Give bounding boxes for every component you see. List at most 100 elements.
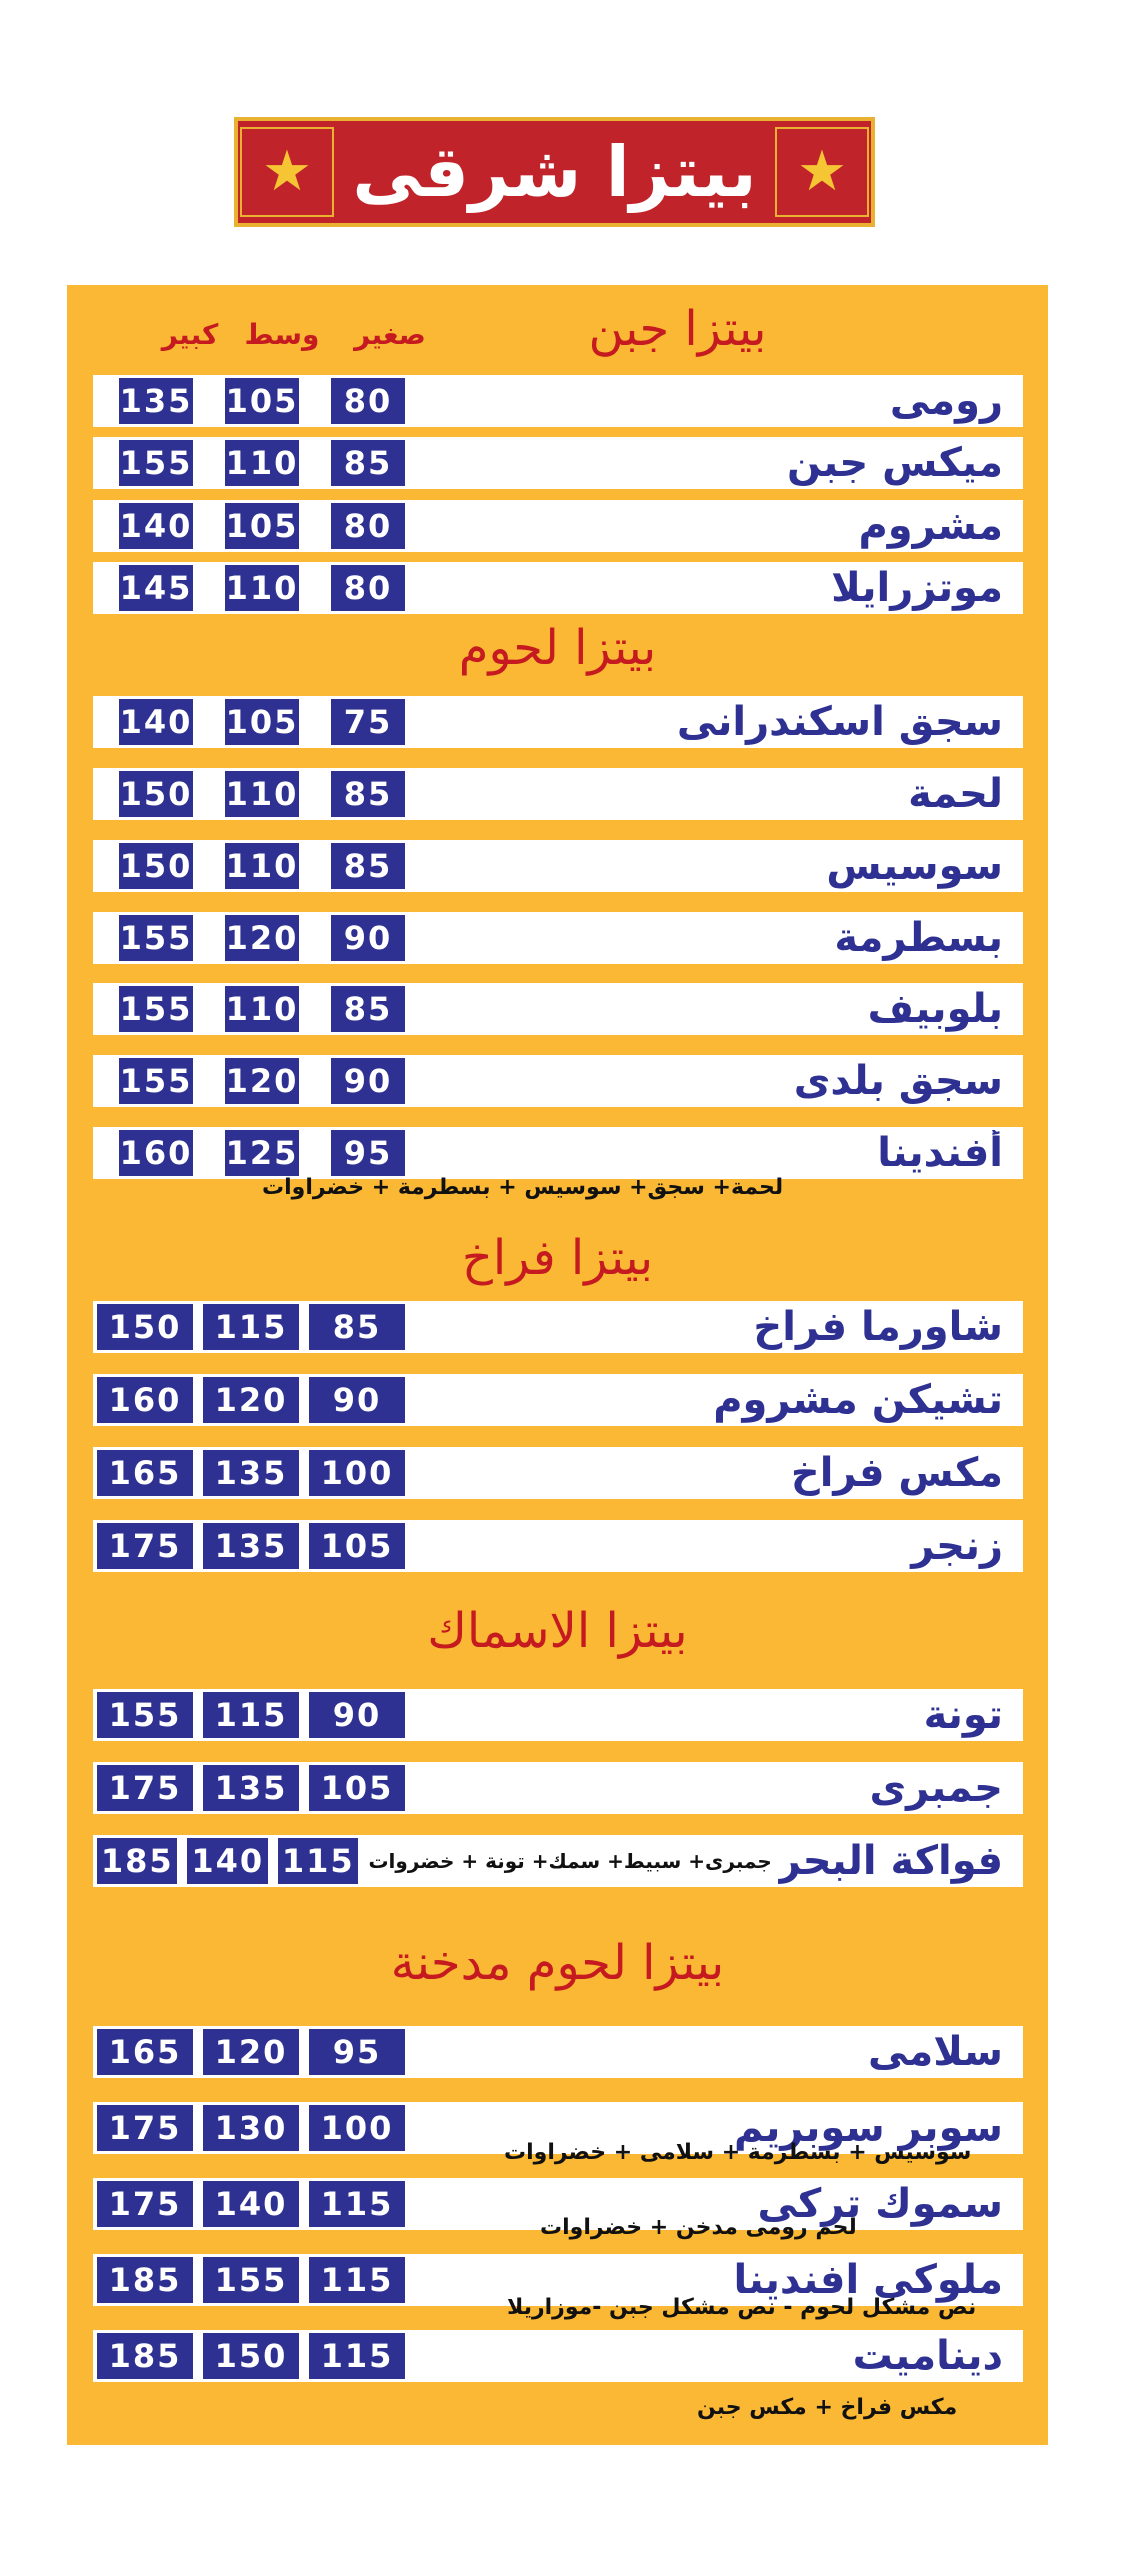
price-small: 95	[309, 2029, 405, 2075]
menu-item-row: 175 130 100 سوبر سوبريم	[93, 2102, 1023, 2154]
price-large: 150	[119, 843, 193, 889]
menu-item-name: لحمة	[908, 771, 1003, 817]
price-medium: 135	[203, 1523, 299, 1569]
menu-panel: كبير وسط صغير بيتزا جبن 135 105 80 رومى 155 1…	[67, 285, 1048, 2445]
price-large: 155	[119, 915, 193, 961]
star-icon: ★	[240, 127, 334, 217]
price-medium: 105	[225, 699, 299, 745]
item-note: لحم رومى مدخن + خضراوات	[540, 2215, 857, 2240]
menu-item-row: 185 140 115 جمبرى+ سبيط+ سمك+ تونة + خضروات…	[93, 1835, 1023, 1887]
menu-item-name: زنجر	[911, 1523, 1003, 1569]
price-medium: 120	[225, 915, 299, 961]
price-large: 160	[119, 1130, 193, 1176]
price-small: 75	[331, 699, 405, 745]
price-large: 175	[97, 2181, 193, 2227]
menu-item-row: 165 120 95 سلامى	[93, 2026, 1023, 2078]
menu-item-name: مكس فراخ	[790, 1450, 1003, 1496]
menu-item-row: 155 120 90 بسطرمة	[93, 912, 1023, 964]
menu-item-name: موتزرايلا	[831, 565, 1003, 611]
menu-item-row: 175 135 105 زنجر	[93, 1520, 1023, 1572]
price-large: 175	[97, 1765, 193, 1811]
price-medium: 140	[203, 2181, 299, 2227]
price-large: 160	[97, 1377, 193, 1423]
menu-item-name: ميكس جبن	[787, 440, 1003, 486]
size-label-small: صغير	[354, 318, 426, 351]
menu-item-row: 155 115 90 تونة	[93, 1689, 1023, 1741]
price-medium: 120	[203, 1377, 299, 1423]
price-large: 155	[119, 1058, 193, 1104]
price-large: 155	[119, 986, 193, 1032]
banner-title: بيتزا شرقى	[352, 131, 757, 213]
price-large: 135	[119, 378, 193, 424]
price-large: 185	[97, 2257, 193, 2303]
section-title-chicken: بيتزا فراخ	[461, 1230, 654, 1286]
price-small: 115	[309, 2333, 405, 2379]
item-note: سوسيس + بسطرمة + سلامى + خضراوات	[504, 2140, 972, 2165]
price-small: 90	[331, 1058, 405, 1104]
menu-item-name: بسطرمة	[834, 915, 1003, 961]
price-small: 90	[309, 1692, 405, 1738]
price-large: 165	[97, 2029, 193, 2075]
price-medium: 140	[187, 1838, 268, 1884]
menu-item-row: 165 135 100 مكس فراخ	[93, 1447, 1023, 1499]
price-small: 80	[331, 503, 405, 549]
price-medium: 110	[225, 771, 299, 817]
menu-item-row: 185 150 115 ديناميت	[93, 2330, 1023, 2382]
menu-item-row: 160 125 95 أفندينا	[93, 1127, 1023, 1179]
price-medium: 105	[225, 378, 299, 424]
menu-item-row: 135 105 80 رومى	[93, 375, 1023, 427]
price-small: 115	[309, 2181, 405, 2227]
menu-item-name: سجق بلدى	[793, 1058, 1003, 1104]
menu-item-name: جمبرى	[869, 1765, 1003, 1811]
menu-item-name: سوبر سوبريم	[734, 2105, 1003, 2151]
menu-item-name: سجق اسكندرانى	[676, 699, 1003, 745]
price-large: 185	[97, 2333, 193, 2379]
price-medium: 125	[225, 1130, 299, 1176]
price-small: 85	[309, 1304, 405, 1350]
menu-item-row: 175 140 115 سموك تركى	[93, 2178, 1023, 2230]
price-small: 85	[331, 771, 405, 817]
price-medium: 130	[203, 2105, 299, 2151]
price-large: 165	[97, 1450, 193, 1496]
menu-item-row: 175 135 105 جمبرى	[93, 1762, 1023, 1814]
size-header: كبير وسط صغير	[67, 285, 1048, 375]
menu-banner: ★ بيتزا شرقى ★	[234, 117, 875, 227]
price-large: 150	[97, 1304, 193, 1350]
menu-item-name: تونة	[923, 1692, 1003, 1738]
price-small: 100	[309, 2105, 405, 2151]
menu-item-name: تشيكن مشروم	[713, 1377, 1003, 1423]
price-small: 85	[331, 986, 405, 1032]
price-small: 100	[309, 1450, 405, 1496]
price-small: 105	[309, 1523, 405, 1569]
price-small: 95	[331, 1130, 405, 1176]
price-large: 155	[119, 440, 193, 486]
price-medium: 120	[225, 1058, 299, 1104]
menu-item-row: 150 110 85 سوسيس	[93, 840, 1023, 892]
price-small: 115	[309, 2257, 405, 2303]
price-small: 105	[309, 1765, 405, 1811]
price-small: 115	[277, 1838, 359, 1884]
price-medium: 110	[225, 986, 299, 1032]
menu-item-row: 150 110 85 لحمة	[93, 768, 1023, 820]
menu-item-name: ملوكى افندينا	[733, 2257, 1003, 2303]
price-medium: 135	[203, 1765, 299, 1811]
menu-item-name: سموك تركى	[757, 2181, 1003, 2227]
price-large: 155	[97, 1692, 193, 1738]
menu-item-row: 155 120 90 سجق بلدى	[93, 1055, 1023, 1107]
price-medium: 115	[203, 1304, 299, 1350]
menu-item-row: 185 155 115 ملوكى افندينا	[93, 2254, 1023, 2306]
star-icon: ★	[775, 127, 869, 217]
menu-item-row: 155 110 85 ميكس جبن	[93, 437, 1023, 489]
price-medium: 110	[225, 843, 299, 889]
item-note: مكس فراخ + مكس جبن	[697, 2395, 958, 2420]
section-title-smoked: بيتزا لحوم مدخنة	[390, 1935, 725, 1991]
menu-item-name: رومى	[889, 378, 1003, 424]
price-small: 85	[331, 843, 405, 889]
menu-item-name: ديناميت	[852, 2333, 1003, 2379]
menu-item-name: مشروم	[858, 503, 1003, 549]
section-title-fish: بيتزا الاسماك	[427, 1603, 688, 1659]
menu-item-row: 150 115 85 شاورما فراخ	[93, 1301, 1023, 1353]
price-small: 80	[331, 565, 405, 611]
section-title-meat: بيتزا لحوم	[458, 620, 657, 676]
section-title-cheese: بيتزا جبن	[588, 301, 767, 357]
